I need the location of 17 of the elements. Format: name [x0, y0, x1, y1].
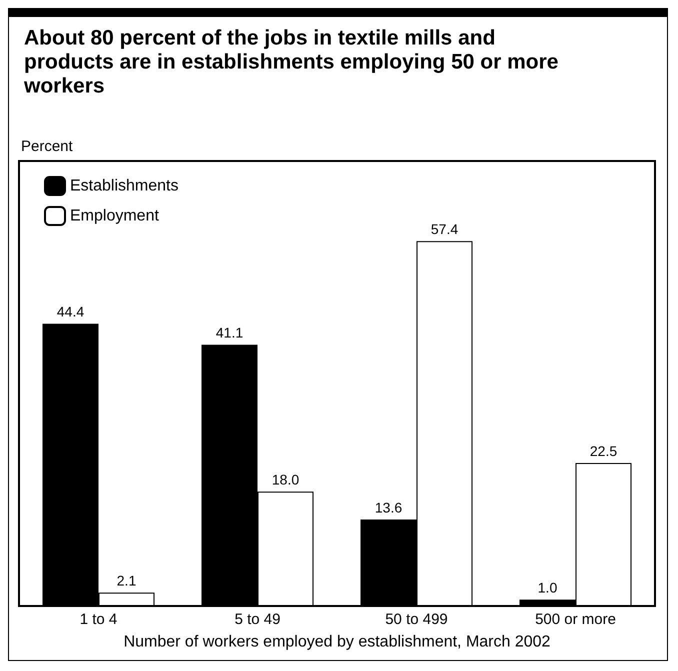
x-tick-label: 50 to 499: [385, 611, 448, 628]
data-label: 13.6: [374, 500, 402, 516]
x-tick-label: 1 to 4: [80, 611, 118, 628]
data-label: 57.4: [430, 221, 458, 238]
text: Percent: [21, 138, 74, 155]
data-label: 2.1: [116, 572, 136, 589]
data-label: 22.5: [590, 442, 618, 459]
data-label: 41.1: [216, 324, 244, 341]
legend-label: Establishments: [70, 178, 178, 194]
x-axis-title: Number of workers employed by establishment, March 2002: [124, 634, 551, 650]
x-tick-label: 500 or more: [535, 611, 616, 628]
data-label: 18.0: [272, 472, 300, 488]
legend-label: Employment: [70, 208, 160, 224]
data-label: 44.4: [56, 304, 84, 320]
data-label: 1.0: [538, 580, 558, 596]
x-tick-label: 5 to 49: [234, 611, 280, 628]
chart-title: About 80 percent of the jobs in textile mills and products are in establishments employing 50 or more workers: [23, 26, 564, 98]
